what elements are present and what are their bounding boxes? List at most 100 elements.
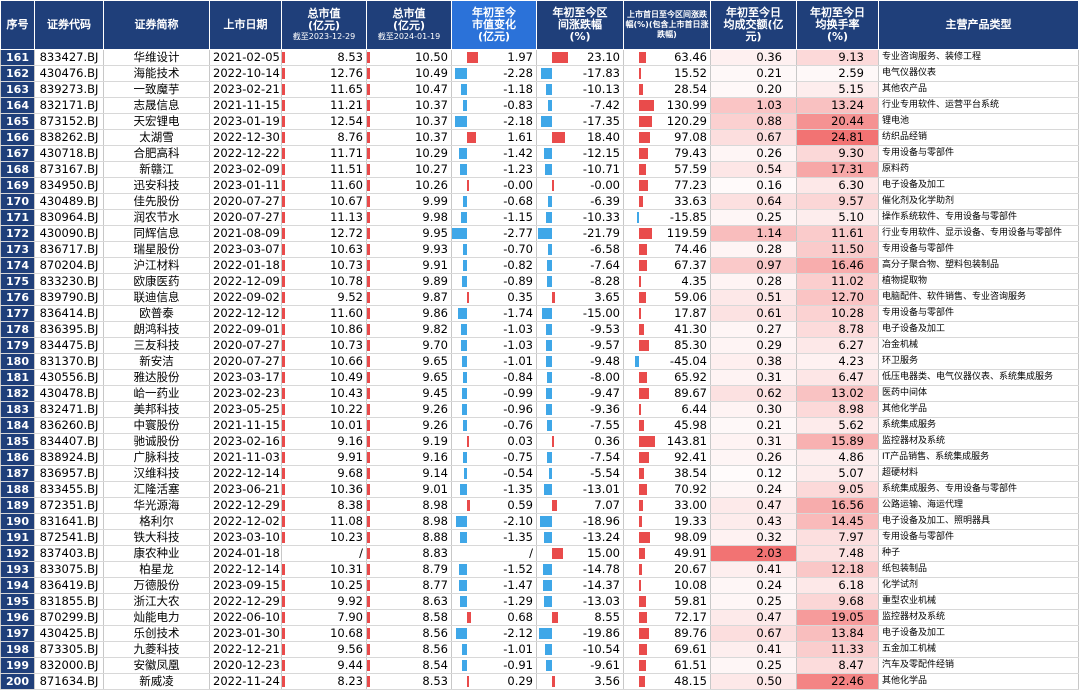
avg-turnover-rate-cell: 11.61 (796, 225, 879, 242)
market-value-now-value: 8.53 (422, 674, 448, 688)
market-value-start-value: 10.22 (330, 402, 363, 416)
ytd-change-pct-value: -6.39 (590, 194, 620, 208)
market-value-now-value: 9.65 (422, 354, 448, 368)
avg-turnover-cell: 0.62 (710, 385, 797, 402)
since-listing-pct-bar (639, 628, 650, 639)
since-listing-pct-cell: 48.15 (623, 673, 711, 690)
listing-date-cell: 2024-01-18 (209, 545, 282, 562)
main-products-cell: 医药中间体 (878, 385, 1079, 402)
market-value-now-bar (367, 484, 370, 495)
market-value-change-cell: -1.23 (451, 161, 537, 178)
market-value-change-value: -1.42 (503, 146, 533, 160)
ytd-change-pct-cell: -10.33 (536, 209, 624, 226)
ytd-change-pct-bar (547, 372, 553, 383)
market-value-start-bar (282, 324, 285, 335)
market-value-now-cell: 8.98 (366, 513, 452, 530)
market-value-now-bar (367, 388, 370, 399)
ytd-change-pct-cell: -8.28 (536, 273, 624, 290)
avg-turnover-rate-cell: 8.98 (796, 401, 879, 418)
market-value-now-value: 9.19 (422, 434, 448, 448)
listing-date-cell: 2023-02-23 (209, 385, 282, 402)
since-listing-pct-cell: 67.37 (623, 257, 711, 274)
ytd-change-pct-bar (546, 324, 553, 335)
ytd-change-pct-value: 7.07 (594, 498, 620, 512)
market-value-start-value: 10.67 (330, 194, 363, 208)
main-products-cell: 其他农产品 (878, 81, 1079, 98)
market-value-start-value: 12.76 (330, 66, 363, 80)
since-listing-pct-value: 89.76 (674, 626, 707, 640)
listing-date-cell: 2021-11-15 (209, 97, 282, 114)
listing-date-cell: 2023-03-10 (209, 529, 282, 546)
ytd-change-pct-cell: -7.42 (536, 97, 624, 114)
main-products-cell: 其他化学品 (878, 401, 1079, 418)
market-value-start-bar (282, 132, 285, 143)
market-value-start-cell: 10.31 (281, 561, 367, 578)
market-value-change-bar (459, 148, 468, 159)
market-value-start-bar (282, 148, 285, 159)
table-body: 161 833427.BJ 华维设计 2021-02-05 8.53 10.50 1.97 2… (0, 49, 1079, 690)
ytd-change-pct-cell: 3.65 (536, 289, 624, 306)
avg-turnover-rate-cell: 24.81 (796, 129, 879, 146)
market-value-start-bar (282, 292, 285, 303)
table-row: 168 873167.BJ 新赣江 2023-02-09 11.51 10.27 -1.23… (0, 161, 1079, 178)
row-index-cell: 185 (0, 433, 35, 450)
market-value-start-bar (282, 452, 285, 463)
market-value-start-value: 9.91 (337, 450, 363, 464)
market-value-now-cell: 8.83 (366, 545, 452, 562)
table-row: 181 430556.BJ 雅达股份 2023-03-17 10.49 9.65 -0.84… (0, 369, 1079, 386)
row-index-cell: 162 (0, 65, 35, 82)
market-value-change-value: 1.61 (507, 130, 533, 144)
market-value-start-bar (282, 260, 285, 271)
ytd-change-pct-bar (542, 308, 553, 319)
since-listing-pct-bar (639, 468, 644, 479)
market-value-change-cell: -0.83 (451, 97, 537, 114)
since-listing-pct-cell: 92.41 (623, 449, 711, 466)
security-code-cell: 838924.BJ (34, 449, 104, 466)
ytd-change-pct-bar (546, 276, 553, 287)
market-value-start-bar (282, 388, 285, 399)
since-listing-pct-bar (639, 516, 642, 527)
market-value-change-value: -2.28 (503, 66, 533, 80)
security-name-cell: 灿能电力 (103, 609, 210, 626)
security-name-cell: 欧康医药 (103, 273, 210, 290)
market-value-now-value: 9.14 (422, 466, 448, 480)
ytd-change-pct-cell: -14.78 (536, 561, 624, 578)
market-value-now-value: 9.87 (422, 290, 448, 304)
market-value-now-value: 9.91 (422, 258, 448, 272)
row-index-cell: 168 (0, 161, 35, 178)
row-index-cell: 169 (0, 177, 35, 194)
ytd-change-pct-value: 3.56 (594, 674, 620, 688)
market-value-change-bar (458, 564, 468, 575)
security-code-cell: 873152.BJ (34, 113, 104, 130)
security-code-cell: 838262.BJ (34, 129, 104, 146)
security-name-cell: 同辉信息 (103, 225, 210, 242)
market-value-start-bar (282, 420, 285, 431)
main-products-cell: 冶金机械 (878, 337, 1079, 354)
security-name-cell: 新威凌 (103, 673, 210, 690)
header-since: 上市首日至今区间涨跌幅(%)(包含上市首日涨跌幅) (623, 0, 711, 50)
avg-turnover-rate-cell: 11.50 (796, 241, 879, 258)
ytd-change-pct-value: -0.00 (590, 178, 620, 192)
market-value-change-value: -1.47 (503, 578, 533, 592)
market-value-now-bar (367, 164, 370, 175)
market-value-change-bar (467, 292, 470, 303)
security-code-cell: 834407.BJ (34, 433, 104, 450)
security-name-cell: 一致魔芋 (103, 81, 210, 98)
table-row: 192 837403.BJ 康农种业 2024-01-18 / 8.83 / 15.00 49.… (0, 545, 1079, 562)
listing-date-cell: 2022-12-21 (209, 641, 282, 658)
table-row: 175 833230.BJ 欧康医药 2022-12-09 10.78 9.89 -0.89… (0, 273, 1079, 290)
market-value-change-value: -1.18 (503, 82, 533, 96)
header-pct: 年初至今区 间涨跌幅 (%) (536, 0, 624, 50)
main-products-cell: 专用设备与零部件 (878, 529, 1079, 546)
ytd-change-pct-value: 18.40 (587, 130, 620, 144)
market-value-now-cell: 8.54 (366, 657, 452, 674)
ytd-change-pct-bar (542, 564, 553, 575)
since-listing-pct-value: -45.04 (669, 354, 707, 368)
row-index-cell: 163 (0, 81, 35, 98)
market-value-now-cell: 8.77 (366, 577, 452, 594)
market-value-now-cell: 8.58 (366, 609, 452, 626)
market-value-change-cell: -2.28 (451, 65, 537, 82)
security-name-cell: 海能技术 (103, 65, 210, 82)
market-value-now-value: 8.58 (422, 610, 448, 624)
since-listing-pct-value: 38.54 (674, 466, 707, 480)
